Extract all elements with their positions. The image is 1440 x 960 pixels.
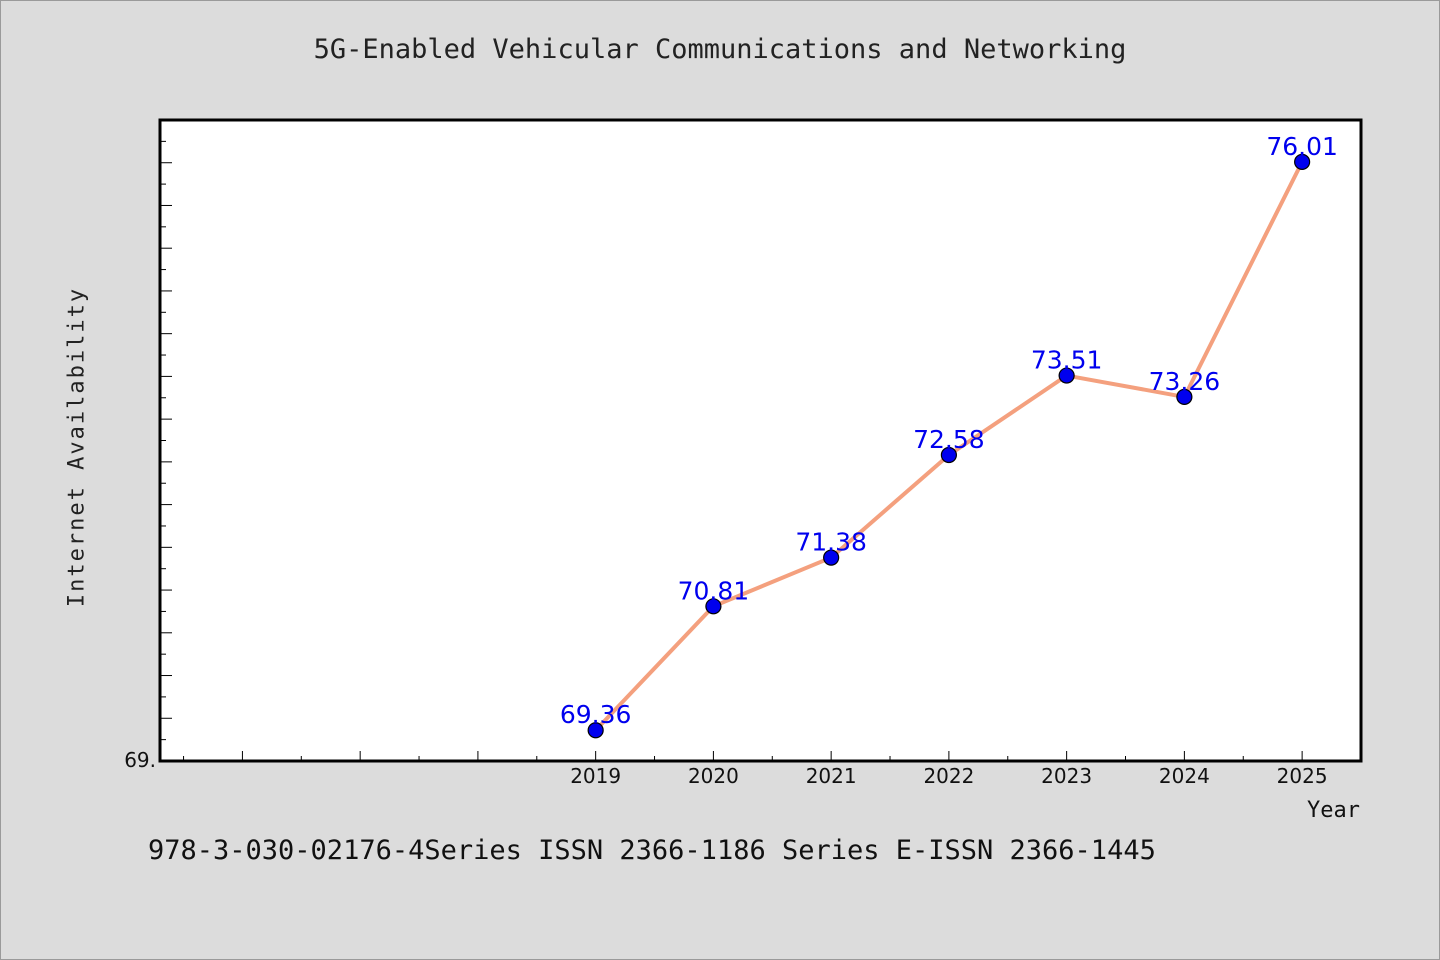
data-label: 72.58	[913, 425, 985, 454]
data-label: 71.38	[795, 528, 867, 557]
chart-title: 5G-Enabled Vehicular Communications and …	[313, 34, 1127, 65]
x-tick-label: 2020	[688, 764, 739, 788]
x-tick-label: 2021	[806, 764, 857, 788]
x-tick-label: 2025	[1277, 764, 1328, 788]
x-axis-ticks: 2019 2020 2021 2022 2023 2024 2025	[183, 751, 1362, 788]
y-tick-label: 69.	[124, 748, 156, 772]
footer-note: 978-3-030-02176-4Series ISSN 2366-1186 S…	[148, 835, 1156, 866]
x-axis-title: Year	[1307, 798, 1360, 823]
data-point	[1294, 153, 1311, 170]
x-tick-label: 2024	[1159, 764, 1210, 788]
data-point	[587, 722, 604, 739]
x-tick-label: 2023	[1041, 764, 1092, 788]
data-label: 73.51	[1031, 346, 1103, 375]
x-tick-label: 2022	[923, 764, 974, 788]
data-label: 73.26	[1149, 367, 1221, 396]
x-tick-label: 2019	[570, 764, 621, 788]
data-point	[823, 549, 840, 566]
data-point	[1058, 367, 1075, 384]
data-point	[705, 598, 722, 615]
data-point	[940, 446, 957, 464]
data-label: 70.81	[678, 576, 750, 605]
series-group: 69.36 70.81 71.38 72.58 73.51 73.26 76.01	[560, 132, 1338, 739]
data-point	[1176, 388, 1193, 406]
plot-border	[158, 118, 1363, 763]
plot-area	[160, 120, 1361, 761]
data-label: 76.01	[1266, 132, 1338, 161]
data-label: 69.36	[560, 700, 632, 729]
